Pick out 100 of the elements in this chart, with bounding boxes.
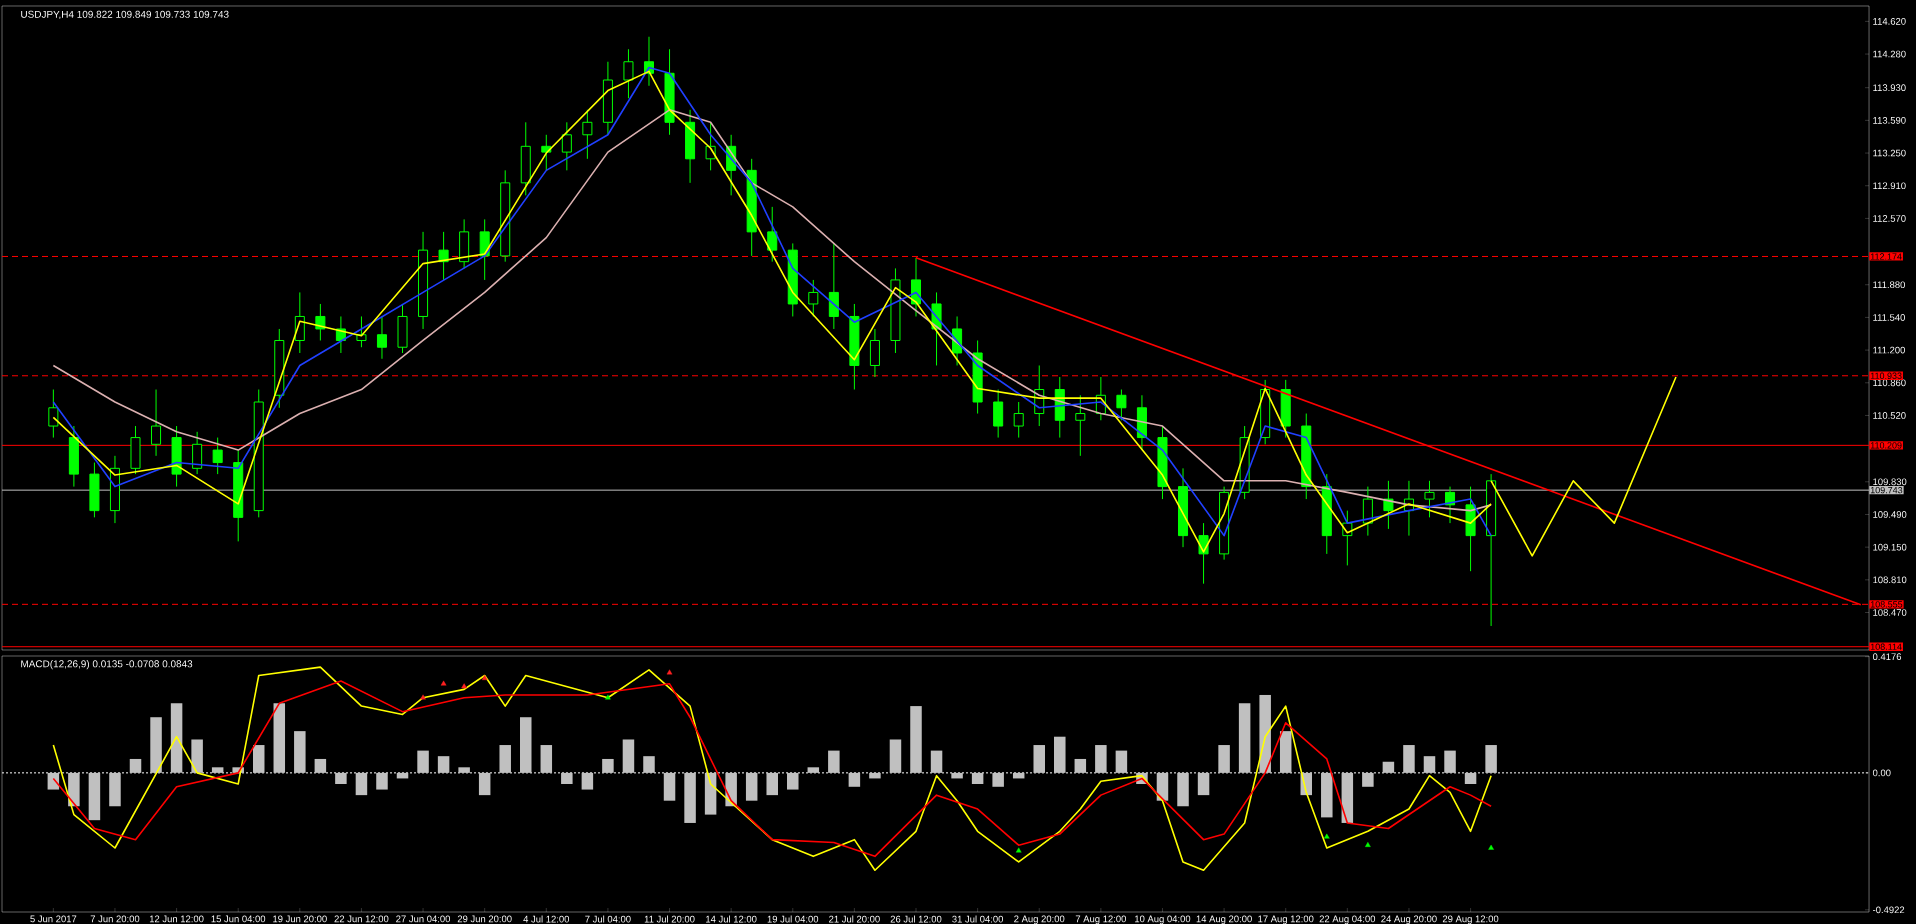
- bar: [1197, 772, 1210, 796]
- bar: [540, 745, 553, 773]
- bar: [1403, 745, 1415, 773]
- y-tick-label: 0.4176: [1872, 653, 1902, 661]
- candlestick: [1075, 394, 1086, 457]
- bar: [930, 750, 943, 773]
- ref-line-label: 112.174: [1870, 253, 1902, 260]
- candlestick: [767, 206, 778, 263]
- y-tick-label: 109.830: [1873, 478, 1907, 486]
- x-tick-label: 11 Jul 20:00: [644, 915, 695, 923]
- x-tick-label: 22 Aug 04:00: [1319, 915, 1376, 924]
- candlestick: [376, 315, 387, 360]
- x-tick-label: 14 Jul 12:00: [706, 915, 757, 923]
- bar: [499, 745, 511, 773]
- bar: [1423, 756, 1436, 773]
- bar: [68, 772, 80, 807]
- bar: [129, 758, 142, 773]
- chart-title: MACD(12,26,9) 0.0135 -0.0708 0.0843: [21, 660, 193, 670]
- bar: [417, 750, 429, 773]
- candlestick: [151, 389, 162, 457]
- y-tick-label: 110.520: [1873, 412, 1906, 419]
- bar: [581, 772, 594, 790]
- y-tick-label: 111.880: [1873, 281, 1905, 289]
- candlestick: [212, 437, 223, 475]
- ref-line-label: 108.555: [1870, 601, 1903, 608]
- bar: [787, 772, 799, 790]
- candlestick: [1116, 389, 1127, 421]
- bar: [1485, 745, 1497, 773]
- x-tick-label: 27 Jun 04:00: [396, 915, 451, 923]
- bar: [170, 703, 183, 773]
- bar: [971, 772, 984, 784]
- bar: [1218, 745, 1230, 773]
- x-tick-label: 5 Jun 2017: [30, 915, 77, 923]
- point: [440, 680, 447, 686]
- bar: [314, 758, 327, 773]
- bar: [766, 772, 778, 796]
- candlestick: [561, 121, 572, 171]
- x-tick-label: 7 Jul 04:00: [585, 915, 631, 923]
- bar: [643, 756, 655, 773]
- y-tick-label: 114.280: [1873, 50, 1906, 58]
- bar: [1033, 745, 1045, 773]
- bar: [602, 758, 614, 773]
- bar: [704, 772, 717, 815]
- point: [461, 683, 467, 689]
- x-tick-label: 19 Jul 04:00: [767, 915, 819, 923]
- bar: [869, 772, 881, 779]
- chart-title: USDJPY,H4 109.822 109.849 109.733 109.743: [21, 10, 229, 20]
- x-tick-label: 19 Jun 20:00: [273, 915, 327, 923]
- bar: [828, 750, 840, 773]
- point: [1365, 842, 1371, 847]
- bar: [211, 767, 224, 773]
- y-tick-label: 108.470: [1873, 609, 1907, 616]
- bar: [273, 703, 286, 773]
- bar: [1259, 694, 1271, 773]
- ref-line-label: 109.743: [1870, 486, 1903, 494]
- x-tick-label: 7 Aug 12:00: [1075, 915, 1126, 924]
- bar: [355, 772, 368, 796]
- bar: [992, 772, 1004, 787]
- bar: [1177, 772, 1189, 807]
- bar: [191, 739, 203, 773]
- bar: [109, 772, 121, 807]
- ref-line-label: 108.114: [1870, 643, 1902, 650]
- bar: [889, 739, 902, 773]
- point: [605, 694, 611, 700]
- y-tick-label: 113.930: [1873, 84, 1906, 92]
- bar: [294, 731, 306, 773]
- y-tick-label: 109.150: [1873, 543, 1907, 551]
- bar: [951, 772, 963, 779]
- y-tick-label: 113.590: [1873, 117, 1906, 124]
- x-tick-label: 26 Jul 12:00: [890, 915, 942, 923]
- point: [1323, 833, 1330, 839]
- bar: [1464, 772, 1477, 784]
- point: [666, 669, 673, 675]
- y-tick-label: 109.490: [1873, 511, 1907, 518]
- point: [1015, 847, 1022, 853]
- x-tick-label: 21 Jul 20:00: [829, 915, 880, 923]
- bar: [1382, 761, 1395, 773]
- bar: [150, 717, 162, 773]
- point: [1488, 844, 1494, 850]
- x-tick-label: 22 Jun 12:00: [334, 915, 389, 923]
- x-tick-label: 17 Aug 12:00: [1258, 915, 1314, 924]
- y-tick-label: 0.00: [1872, 769, 1891, 777]
- bar: [910, 706, 922, 773]
- bar: [684, 772, 696, 823]
- line-series: [1490, 376, 1677, 557]
- x-tick-label: 15 Jun 04:00: [211, 915, 266, 923]
- bar: [1341, 772, 1354, 823]
- bar: [807, 767, 820, 773]
- candlestick: [1383, 480, 1394, 530]
- y-tick-label: 112.570: [1873, 215, 1906, 222]
- y-tick-label: 113.250: [1873, 149, 1906, 157]
- bar: [47, 772, 60, 790]
- y-tick-label: 114.620: [1873, 18, 1906, 25]
- bar: [1115, 750, 1128, 773]
- x-tick-label: 14 Aug 20:00: [1196, 915, 1252, 924]
- bar: [1238, 703, 1251, 773]
- candlestick: [356, 315, 367, 348]
- candlestick: [1424, 480, 1435, 518]
- x-tick-label: 29 Aug 12:00: [1442, 915, 1499, 924]
- x-tick-label: 31 Jul 04:00: [952, 915, 1004, 923]
